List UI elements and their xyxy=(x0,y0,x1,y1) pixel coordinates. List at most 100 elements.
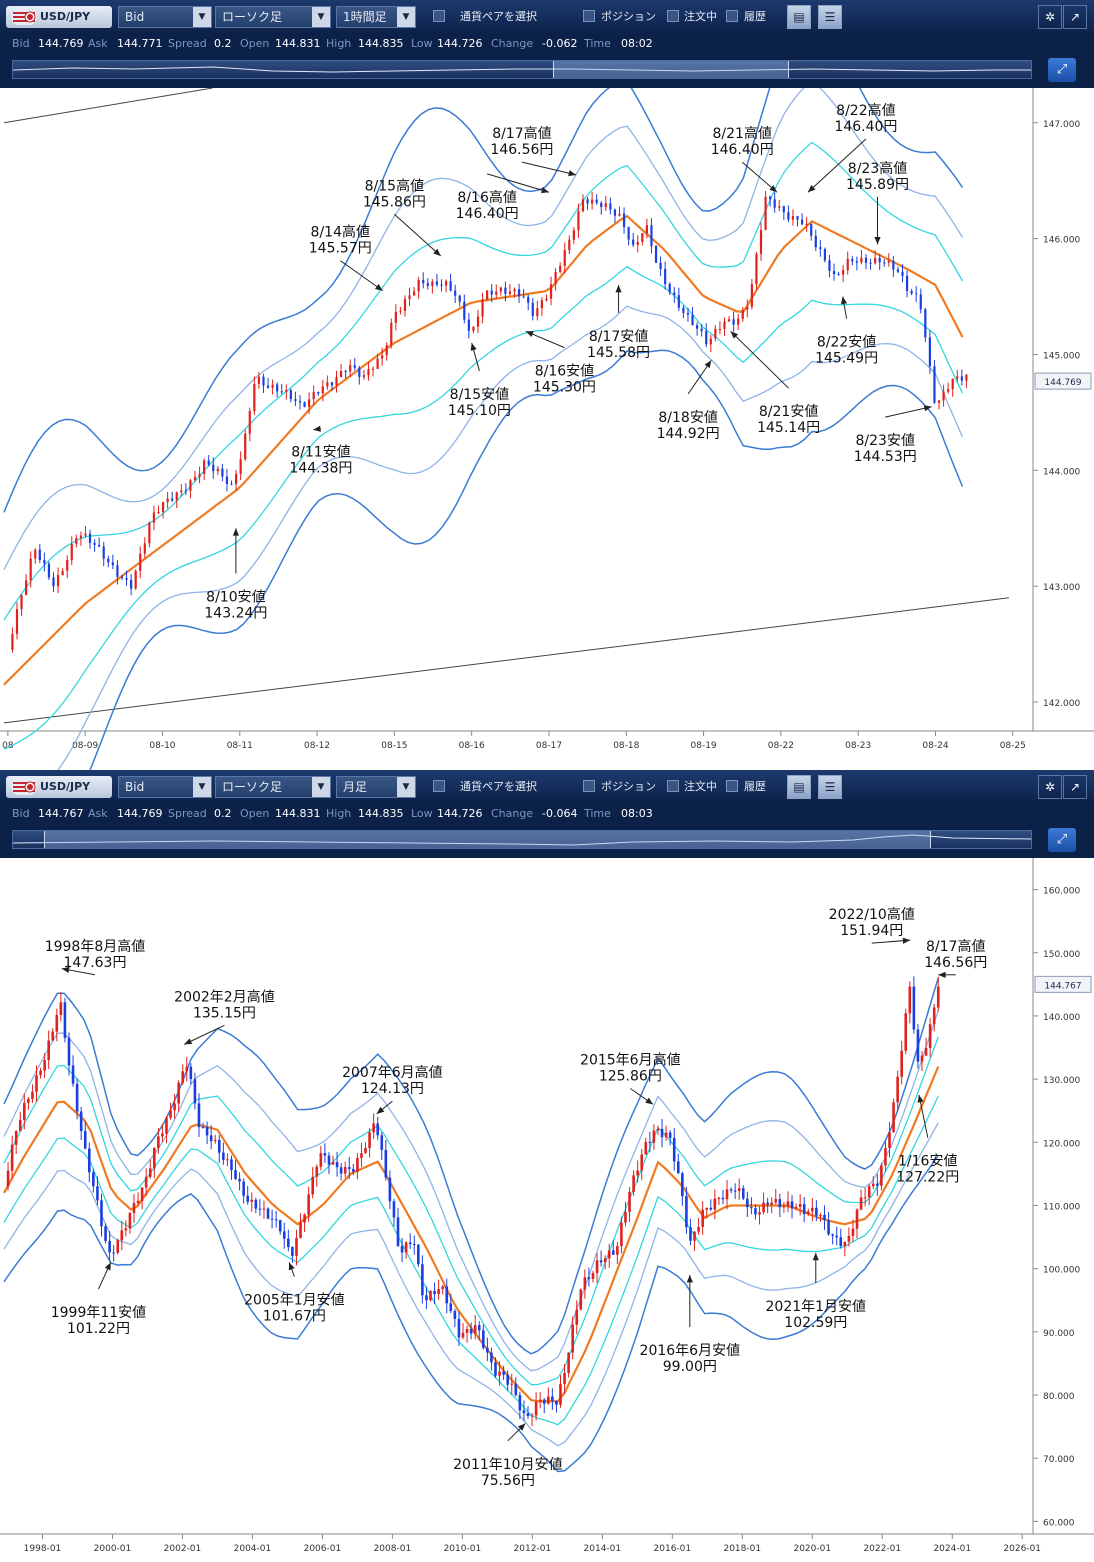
annotation-value: 146.56円 xyxy=(490,142,553,158)
candle xyxy=(762,1192,765,1214)
candle xyxy=(344,1161,347,1177)
settings-button[interactable]: ✲ xyxy=(1038,775,1062,799)
arrow-head-icon xyxy=(841,297,847,305)
navigator-track[interactable] xyxy=(12,60,1032,79)
history-checkbox[interactable] xyxy=(726,10,738,22)
candle xyxy=(354,358,356,371)
change-label: Change xyxy=(491,37,533,50)
chart-type-select[interactable]: ローソク足 ▼ xyxy=(215,6,331,28)
candle-body xyxy=(397,1217,400,1246)
price-type-select[interactable]: Bid ▼ xyxy=(118,776,212,798)
candle xyxy=(340,1163,343,1180)
candle-body xyxy=(125,1228,128,1230)
chart-window-button[interactable]: ▤ xyxy=(787,5,811,29)
candle-body xyxy=(532,303,534,316)
x-tick-label: 08-15 xyxy=(381,741,407,751)
high-label: High xyxy=(326,37,351,50)
expand-button[interactable]: ↗ xyxy=(1063,775,1087,799)
position-checkbox[interactable] xyxy=(583,10,595,22)
candle-body xyxy=(148,522,150,543)
settings-button[interactable]: ✲ xyxy=(1038,5,1062,29)
candle xyxy=(742,307,744,322)
select-pair-checkbox[interactable] xyxy=(433,780,445,792)
bid-value: 144.769 xyxy=(38,37,84,50)
candle xyxy=(696,322,698,335)
annotation-value: 101.22円 xyxy=(67,1321,130,1337)
candle xyxy=(827,1212,830,1236)
select-pair-checkbox[interactable] xyxy=(433,10,445,22)
y-tick-label: 147.000 xyxy=(1043,120,1080,130)
high-value: 144.835 xyxy=(358,37,404,50)
list-window-button[interactable]: ☰ xyxy=(818,5,842,29)
orders-checkbox[interactable] xyxy=(667,780,679,792)
history-checkbox[interactable] xyxy=(726,780,738,792)
candle xyxy=(429,1290,432,1301)
candle-body xyxy=(234,1170,237,1179)
timeframe-select[interactable]: 1時間足 ▼ xyxy=(336,6,416,28)
candle xyxy=(900,1041,903,1085)
candle-body xyxy=(547,1397,550,1404)
x-tick-label: 2006-01 xyxy=(304,1544,342,1554)
candle xyxy=(693,1231,696,1251)
hourly-candlestick-chart: 147.000146.000145.000144.000143.000142.0… xyxy=(0,88,1094,770)
candle-body xyxy=(792,216,794,220)
price-type-select[interactable]: Bid ▼ xyxy=(118,6,212,28)
candle xyxy=(279,1220,282,1235)
chart-window-icon: ▤ xyxy=(793,10,804,24)
candle-body xyxy=(328,1156,331,1165)
y-tick-label: 150.000 xyxy=(1043,950,1080,960)
annotation-label: 8/22安値 xyxy=(817,335,876,351)
list-window-button[interactable]: ☰ xyxy=(818,775,842,799)
time-label: Time xyxy=(584,807,611,820)
navigator-track[interactable] xyxy=(12,830,1032,849)
candle xyxy=(417,1244,420,1267)
candle xyxy=(555,268,557,291)
candle xyxy=(486,1338,489,1361)
position-checkbox[interactable] xyxy=(583,780,595,792)
navigator-selection-handle[interactable] xyxy=(44,831,932,848)
candle xyxy=(185,483,187,495)
annotation-label: 2007年6月高値 xyxy=(342,1064,443,1081)
candle-body xyxy=(335,377,337,385)
annotation-value: 99.00円 xyxy=(663,1359,717,1375)
navigator-zoom-button[interactable]: ⤢ xyxy=(1048,58,1076,82)
candle-body xyxy=(299,1223,302,1238)
candle xyxy=(27,1097,30,1110)
candle-body xyxy=(15,1131,18,1145)
candle xyxy=(600,1250,603,1266)
navigator-zoom-button[interactable]: ⤢ xyxy=(1048,828,1076,852)
candle xyxy=(221,464,223,481)
candle xyxy=(413,1236,416,1255)
candle-body xyxy=(408,295,410,299)
candle-body xyxy=(545,299,547,300)
candle xyxy=(856,257,858,271)
expand-button[interactable]: ↗ xyxy=(1063,5,1087,29)
currency-pair-button[interactable]: USD/JPY xyxy=(6,6,112,28)
candle-body xyxy=(281,391,283,392)
candle xyxy=(226,1153,229,1166)
chart-window-button[interactable]: ▤ xyxy=(787,775,811,799)
candle-body xyxy=(208,460,210,464)
navigator-selection-handle[interactable] xyxy=(553,61,789,78)
candle-body xyxy=(389,1178,392,1202)
candle-body xyxy=(262,377,264,386)
candle-body xyxy=(258,377,260,384)
currency-pair-button[interactable]: USD/JPY xyxy=(6,776,112,798)
candle-body xyxy=(56,1015,59,1032)
candle xyxy=(153,506,155,531)
candle xyxy=(363,370,365,380)
candle-body xyxy=(259,1209,262,1210)
candle xyxy=(303,1213,306,1232)
chevron-down-icon: ▼ xyxy=(193,777,211,797)
candle xyxy=(726,1180,729,1209)
timeframe-select[interactable]: 月足 ▼ xyxy=(336,776,416,798)
candle xyxy=(303,401,305,407)
candle-body xyxy=(722,1198,725,1199)
candle-body xyxy=(468,320,470,331)
annotation-label: 2015年6月高値 xyxy=(580,1051,681,1068)
chart-type-select[interactable]: ローソク足 ▼ xyxy=(215,776,331,798)
ask-value: 144.769 xyxy=(117,807,163,820)
orders-checkbox[interactable] xyxy=(667,10,679,22)
